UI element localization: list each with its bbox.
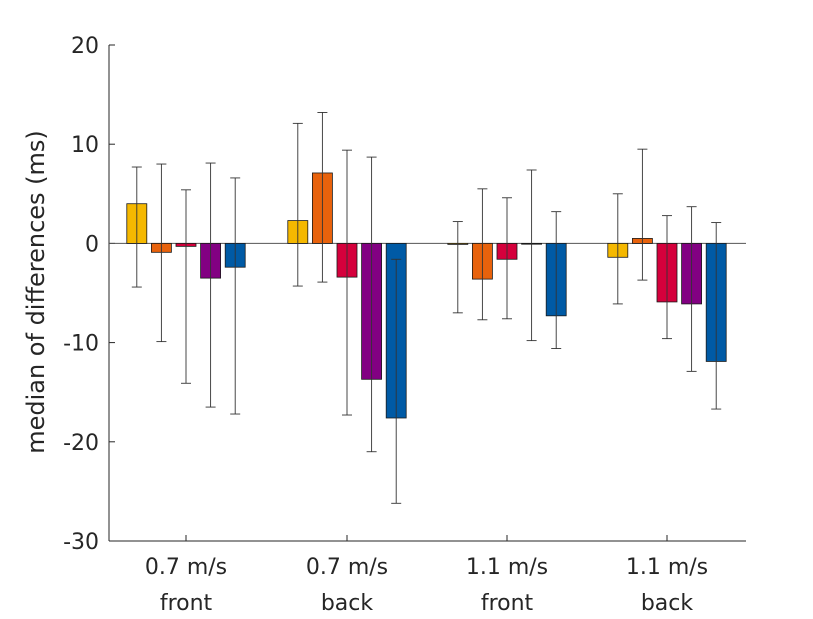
x-tick-label-line2: back xyxy=(641,591,694,616)
y-tick-label: -30 xyxy=(63,530,99,555)
axes xyxy=(108,44,746,542)
x-tick-label-line1: 0.7 m/s xyxy=(306,555,388,580)
x-tick-label-line2: front xyxy=(481,591,534,616)
bars xyxy=(126,172,727,419)
x-tick-label-line2: front xyxy=(160,591,213,616)
x-tick-label-line1: 1.1 m/s xyxy=(626,555,708,580)
y-tick-label: -10 xyxy=(63,332,99,357)
y-tick-label: 10 xyxy=(71,133,99,158)
y-tick-label: 20 xyxy=(71,34,99,59)
x-tick-label-line1: 1.1 m/s xyxy=(466,555,548,580)
y-tick-label: 0 xyxy=(85,232,99,257)
error-bars xyxy=(131,112,722,504)
tick-labels: -30 -20 -10 0 10 20 0.7 m/s front 0.7 m/s back 1.1… xyxy=(63,34,708,616)
y-tick-label: -20 xyxy=(63,431,99,456)
x-tick-label-line2: back xyxy=(321,591,374,616)
x-tick-label-line1: 0.7 m/s xyxy=(145,555,227,580)
y-axis-title: median of differences (ms) xyxy=(22,130,50,454)
